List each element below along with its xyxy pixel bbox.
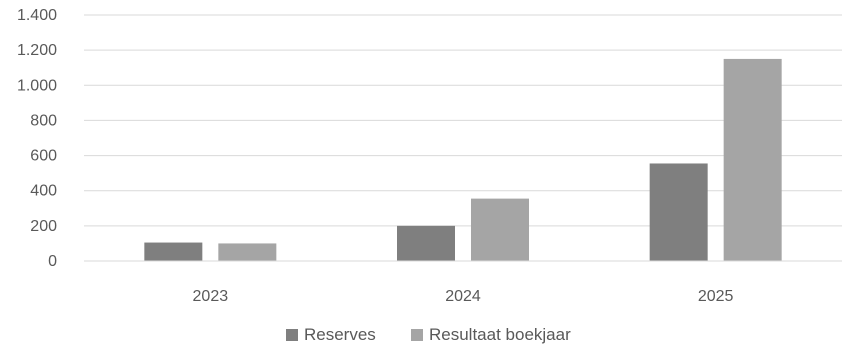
- legend-label: Reserves: [304, 325, 376, 344]
- legend-swatch-reserves: [286, 329, 298, 341]
- bar-reserves-2025: [649, 163, 708, 261]
- y-tick-label: 0: [48, 253, 57, 270]
- x-category-label: 2024: [445, 288, 481, 305]
- x-category-label: 2023: [193, 288, 229, 305]
- legend-label: Resultaat boekjaar: [429, 325, 571, 344]
- bars: [144, 58, 782, 261]
- y-tick-label: 600: [30, 148, 57, 165]
- gridlines: [84, 14, 842, 227]
- bar-resultaat-boekjaar-2024: [471, 198, 529, 261]
- legend-swatch-resultaat-boekjaar: [411, 329, 423, 341]
- y-tick-label: 1.200: [17, 42, 57, 59]
- bar-resultaat-boekjaar-2023: [218, 243, 277, 261]
- y-tick-label: 400: [30, 183, 57, 200]
- y-tick-label: 800: [30, 112, 57, 129]
- y-tick-label: 1.400: [17, 7, 57, 24]
- y-tick-label: 200: [30, 218, 57, 235]
- bar-reserves-2023: [144, 242, 203, 261]
- legend: Reserves Resultaat boekjaar: [286, 325, 571, 344]
- y-tick-label: 1.000: [17, 77, 57, 94]
- x-axis-category-labels: 2023 2024 2025: [193, 288, 734, 305]
- y-axis-tick-labels: 0 200 400 600 800 1.000 1.200 1.400: [17, 7, 57, 270]
- bar-resultaat-boekjaar-2025: [723, 58, 782, 261]
- bar-reserves-2024: [397, 225, 455, 261]
- x-category-label: 2025: [698, 288, 734, 305]
